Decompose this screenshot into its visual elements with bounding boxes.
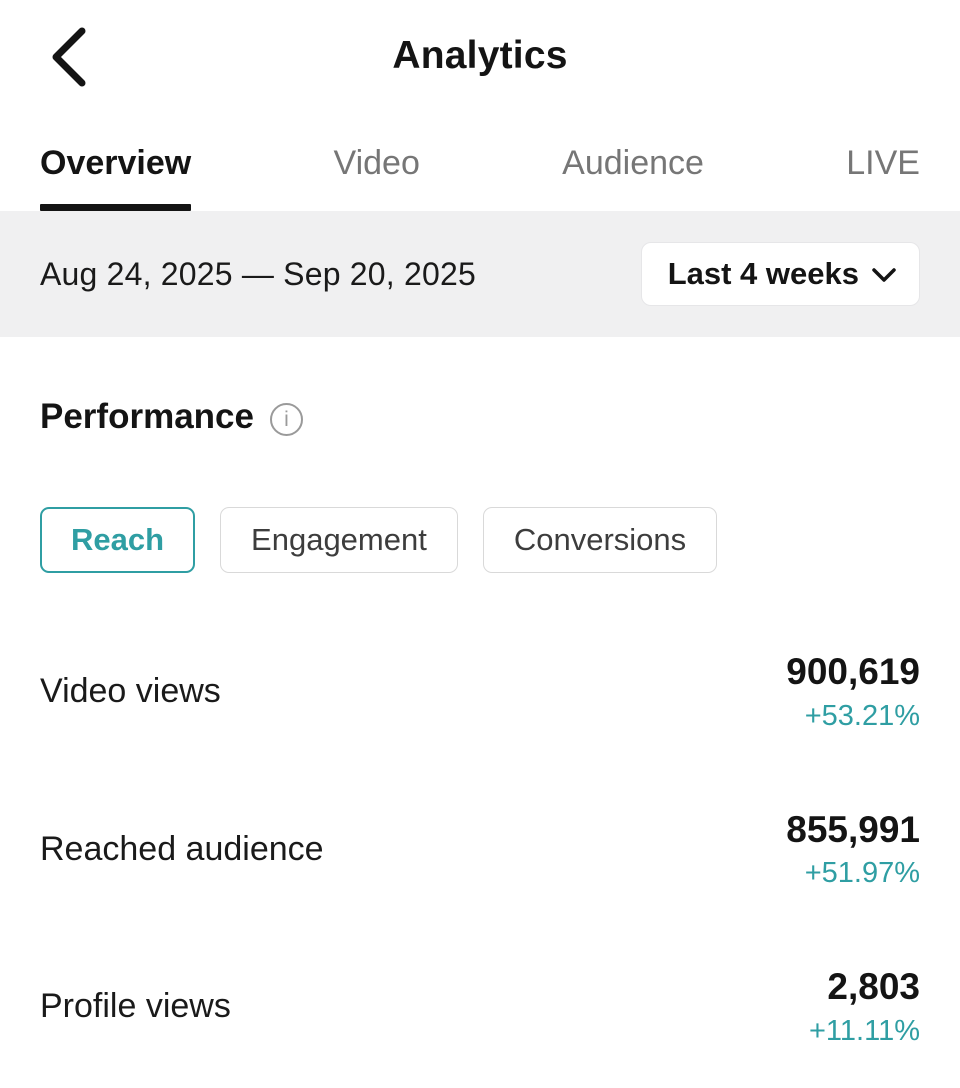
tab-video[interactable]: Video [333,144,420,182]
metric-change: +51.97% [804,857,920,890]
metric-row-profile-views[interactable]: Profile views 2,803 +11.11% [40,966,920,1048]
date-range-selector-label: Last 4 weeks [667,256,859,291]
metric-values: 2,803 +11.11% [809,966,920,1048]
metric-row-video-views[interactable]: Video views 900,619 +53.21% [40,651,920,733]
metric-values: 900,619 +53.21% [786,651,920,733]
tab-live[interactable]: LIVE [846,144,920,182]
tab-overview[interactable]: Overview [40,144,192,211]
performance-title: Performance [40,397,254,436]
back-button[interactable] [36,22,100,94]
metric-value: 2,803 [827,966,920,1008]
page-title: Analytics [392,34,568,77]
metric-value: 900,619 [786,651,920,693]
date-range-text: Aug 24, 2025 — Sep 20, 2025 [40,255,476,292]
metric-label: Video views [40,672,221,711]
date-range-bar: Aug 24, 2025 — Sep 20, 2025 Last 4 weeks [0,211,960,337]
metric-label: Profile views [40,987,231,1026]
filter-pill-reach[interactable]: Reach [40,507,196,574]
performance-filter-pills: Reach Engagement Conversions [40,507,920,574]
date-range-selector[interactable]: Last 4 weeks [640,242,920,306]
tab-audience[interactable]: Audience [562,144,704,182]
performance-section-heading: Performance i [40,397,920,437]
chevron-left-icon [48,25,88,92]
metrics-list: Video views 900,619 +53.21% Reached audi… [40,651,920,1048]
filter-pill-conversions[interactable]: Conversions [482,507,718,574]
tab-bar: Overview Video Audience LIVE [0,112,960,211]
metric-change: +11.11% [809,1014,920,1047]
metric-row-reached-audience[interactable]: Reached audience 855,991 +51.97% [40,809,920,891]
filter-pill-engagement[interactable]: Engagement [220,507,458,574]
chevron-down-icon [871,256,897,292]
metric-value: 855,991 [786,808,920,850]
metric-label: Reached audience [40,829,324,868]
metric-change: +53.21% [804,699,920,732]
info-icon[interactable]: i [269,402,303,436]
metric-values: 855,991 +51.97% [786,809,920,891]
content: Performance i Reach Engagement Conversio… [0,397,960,1048]
header: Analytics [0,0,960,112]
